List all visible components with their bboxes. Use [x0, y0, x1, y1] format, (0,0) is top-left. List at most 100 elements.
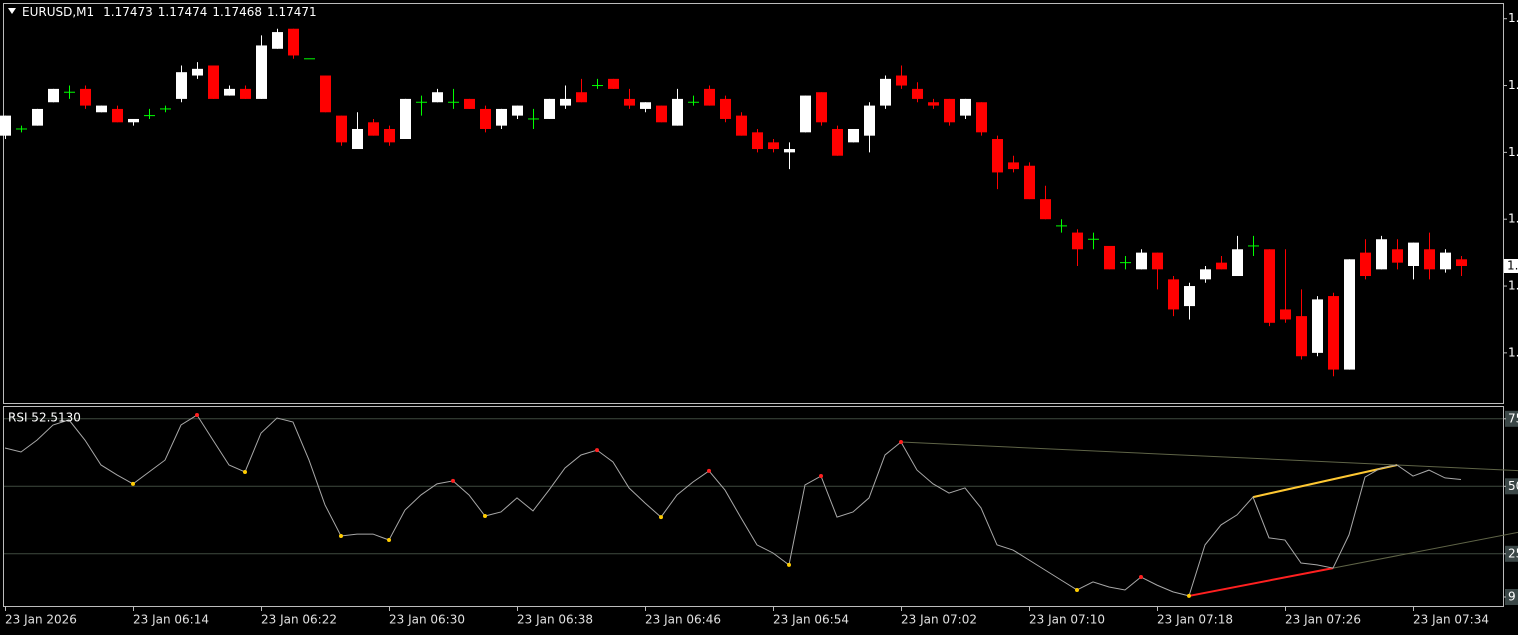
candle-body [80, 88, 91, 106]
y-tick-label: 25 [1508, 546, 1518, 560]
candle-body [640, 102, 651, 109]
candle-body [352, 128, 363, 150]
y-tick-label: 1.17445 [1508, 345, 1518, 359]
rsi-high-marker [595, 448, 599, 453]
trendline [1188, 567, 1334, 597]
y-tick-label-box [1505, 589, 1518, 605]
rsi-low-marker [1187, 593, 1191, 598]
rsi-high-marker [1139, 575, 1143, 580]
candle-body [1232, 249, 1243, 277]
current-price-label: 1.17471 [1507, 258, 1518, 272]
candle-body [1264, 249, 1275, 323]
candle-body [1168, 279, 1179, 310]
candle-body [1280, 309, 1291, 320]
rsi-high-marker [819, 474, 823, 479]
candle-body [816, 92, 827, 123]
candle-body [256, 45, 267, 99]
candle-body [560, 98, 571, 106]
rsi-high-marker [707, 468, 711, 473]
x-tick-label: 23 Jan 06:46 [645, 613, 721, 627]
rsi-low-marker [483, 514, 487, 518]
candle-body [912, 88, 923, 99]
candle-body [1424, 249, 1435, 270]
candle-body [480, 108, 491, 129]
candle-body [1440, 252, 1451, 270]
candle-body [1376, 239, 1387, 270]
candle-body [96, 105, 107, 113]
candle-body [1408, 242, 1419, 266]
y-tick-label: 1.17465 [1508, 279, 1518, 293]
rsi-high-marker [451, 478, 455, 483]
candle-body [112, 108, 123, 123]
candle-body [752, 132, 763, 150]
header-open: 1.17473 [103, 5, 153, 19]
candle-body [1392, 249, 1403, 263]
rsi-low-marker [659, 515, 663, 520]
x-tick-label: 23 Jan 07:26 [1285, 613, 1361, 627]
candle-body [848, 128, 859, 143]
candle-body [48, 88, 59, 103]
candle-body [1152, 252, 1163, 270]
chart-header: EURUSD,M1 1.17473 1.17474 1.17468 1.17471 [22, 5, 317, 19]
candle-body [288, 28, 299, 56]
current-price-box [1504, 258, 1518, 273]
candle-body [1200, 269, 1211, 280]
rsi-high-marker [899, 440, 903, 445]
candle-body [128, 118, 139, 123]
x-tick-label: 23 Jan 07:34 [1413, 613, 1489, 627]
candle-body [1072, 232, 1083, 250]
y-tick-label-box [1505, 545, 1518, 562]
y-tick-label-box [1505, 478, 1518, 495]
candle-body [992, 139, 1003, 173]
candle-body [672, 98, 683, 126]
candle-body [224, 88, 235, 96]
y-tick-label: 1.17505 [1508, 145, 1518, 159]
candle-body [1216, 262, 1227, 270]
y-tick-label: 75 [1508, 411, 1518, 425]
candle-body [1136, 252, 1147, 270]
rsi-low-marker [131, 481, 135, 486]
candle-body [768, 142, 779, 150]
candle-body [624, 98, 635, 106]
candle-body [720, 98, 731, 119]
candle-body [1456, 259, 1467, 266]
trendline-extension [1332, 531, 1518, 569]
candle-body [576, 92, 587, 103]
rsi-low-marker [243, 469, 247, 474]
header-low: 1.17468 [212, 5, 262, 19]
header-close: 1.17471 [267, 5, 317, 19]
candle-body [1040, 199, 1051, 220]
candle-body [32, 108, 43, 126]
candle-body [704, 88, 715, 106]
rsi-low-marker [387, 538, 391, 543]
rsi-high-marker [195, 413, 199, 418]
x-tick-label: 23 Jan 07:18 [1157, 613, 1233, 627]
rsi-low-marker [787, 562, 791, 567]
x-tick-label: 23 Jan 06:22 [261, 613, 337, 627]
candle-body [608, 78, 619, 89]
candle-body [272, 32, 283, 49]
candle-body [1008, 162, 1019, 170]
candle-body [368, 122, 379, 136]
x-tick-label: 23 Jan 06:14 [133, 613, 209, 627]
candle-body [432, 92, 443, 103]
candle-body [544, 98, 555, 119]
price-layer [0, 28, 1467, 377]
candle-body [784, 149, 795, 153]
x-tick-label: 23 Jan 2026 [5, 613, 77, 627]
candle-body [1312, 299, 1323, 353]
candle-body [864, 105, 875, 136]
candle-body [976, 102, 987, 133]
trendline [1252, 463, 1398, 499]
symbol-menu-arrow[interactable] [8, 8, 16, 14]
candle-body [1184, 286, 1195, 307]
candle-body [1344, 259, 1355, 370]
x-tick-label: 23 Jan 07:02 [901, 613, 977, 627]
axis-layer: 1.17545 1.17525 1.17505 1.17485 1.17465 1.174… [5, 11, 1518, 627]
trendline-extension [1396, 464, 1518, 472]
candle-body [736, 115, 747, 136]
symbol-title: EURUSD,M1 [22, 5, 94, 19]
candle-body [832, 128, 843, 156]
candle-body [512, 105, 523, 116]
y-tick-label-box [1505, 410, 1518, 427]
